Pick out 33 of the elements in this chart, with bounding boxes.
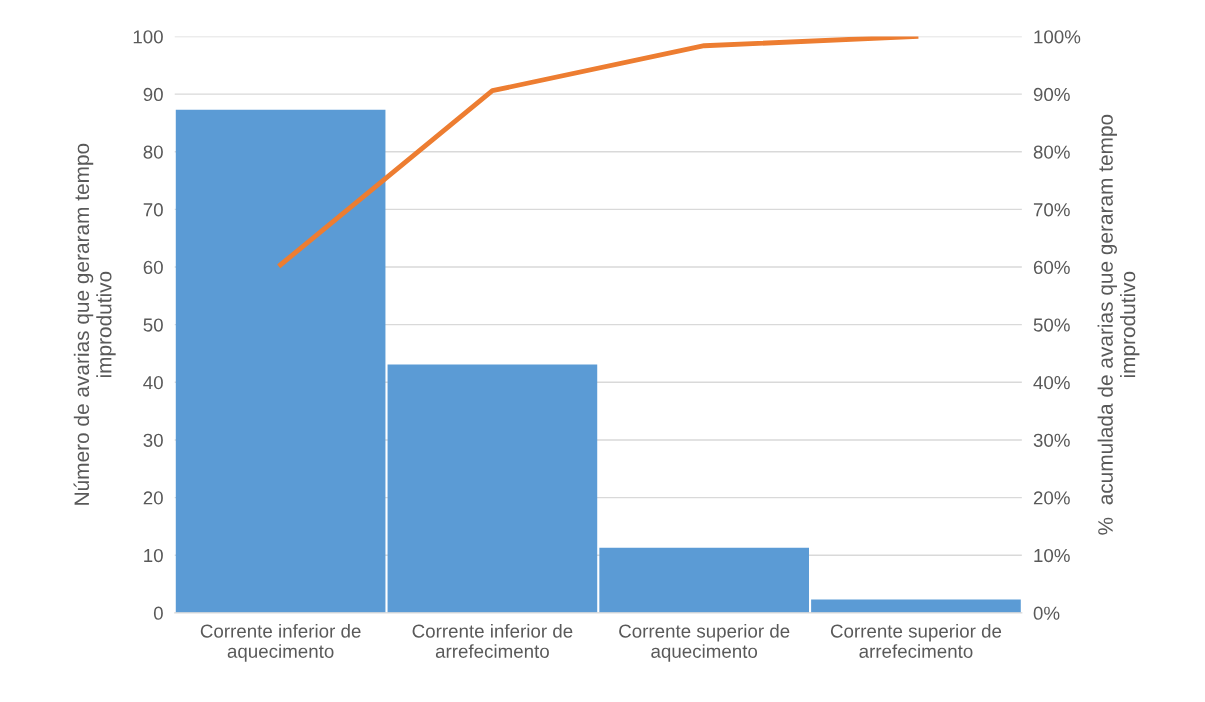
x-tick-label: Corrente superior de arrefecimento xyxy=(830,623,1002,658)
y2-tick-label: 60% xyxy=(1033,260,1070,275)
x-tick-label: Corrente inferior de aquecimento xyxy=(200,623,361,662)
y2-tick-label: 80% xyxy=(1033,145,1070,159)
y2-tick-label: 90% xyxy=(1033,87,1070,102)
y-tick-label: 60 xyxy=(143,260,163,275)
y-tick-label: 100 xyxy=(133,30,163,44)
y-tick-label: 70 xyxy=(143,203,163,217)
bar xyxy=(811,599,1021,613)
bar xyxy=(387,364,598,613)
y-tick-label: 90 xyxy=(143,87,163,102)
y-tick-label: 40 xyxy=(143,376,163,390)
y-tick-label: 10 xyxy=(144,548,163,563)
y-tick-label: 30 xyxy=(143,433,163,447)
y2-tick-label: 10% xyxy=(1034,548,1070,563)
y-tick-label: 80 xyxy=(143,145,163,159)
y-tick-label: 0 xyxy=(153,606,163,620)
x-tick-label: Corrente inferior de arrefecimento xyxy=(412,623,573,658)
y2-tick-label: 40% xyxy=(1033,376,1070,390)
y2-tick-label: 100% xyxy=(1034,30,1081,44)
y-axis-title: Número de avarias que geraram tempo improdutivo xyxy=(73,143,116,505)
y-tick-label: 50 xyxy=(143,318,163,332)
y2-tick-label: 50% xyxy=(1033,318,1070,332)
bar xyxy=(175,109,386,613)
y2-tick-label: 30% xyxy=(1033,433,1070,447)
y-tick-label: 20 xyxy=(143,491,163,505)
y2-tick-label: 70% xyxy=(1033,203,1070,217)
y2-tick-label: 0% xyxy=(1033,606,1060,620)
line-series xyxy=(278,36,919,268)
y2-tick-label: 20% xyxy=(1033,491,1070,505)
y2-axis-title: % acumulada de avarias que geraram tempo improdutivo xyxy=(1097,114,1140,535)
bar xyxy=(599,547,809,613)
x-tick-label: Corrente superior de aquecimento xyxy=(619,623,790,662)
